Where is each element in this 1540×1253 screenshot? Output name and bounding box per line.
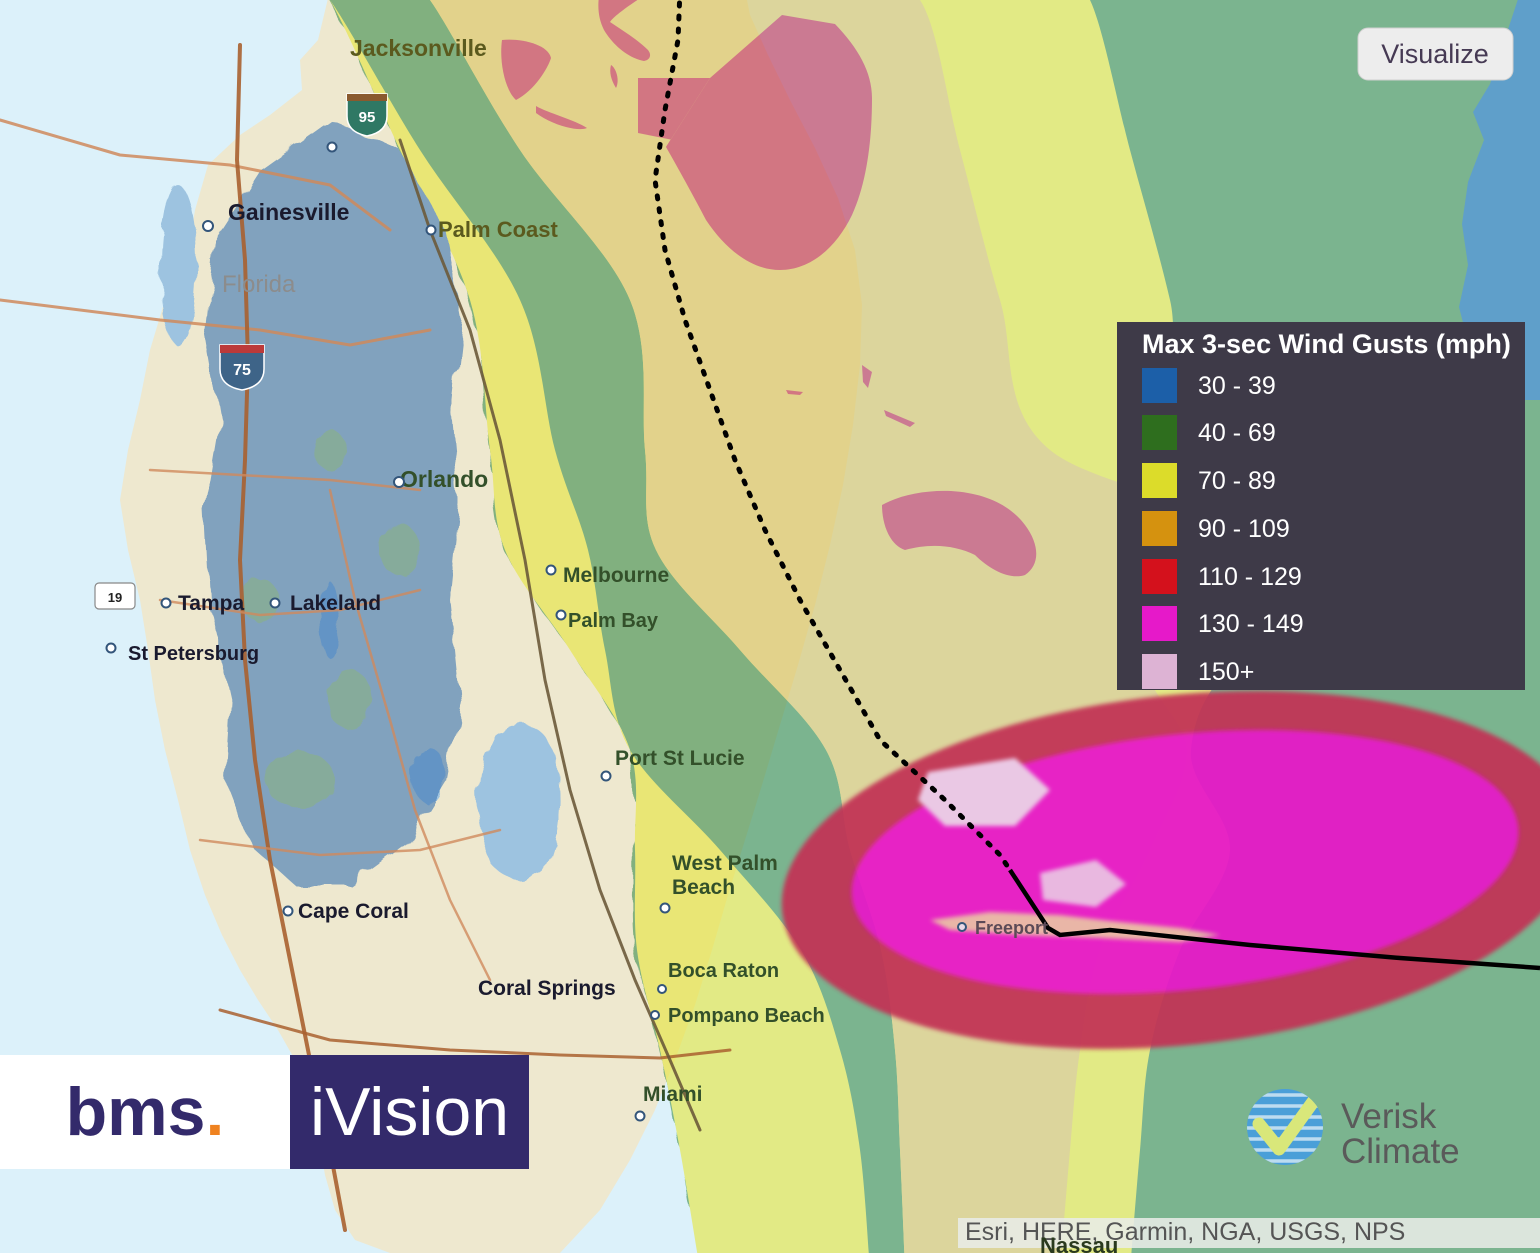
svg-text:Freeport: Freeport: [975, 918, 1048, 938]
svg-text:40 - 69: 40 - 69: [1198, 419, 1276, 447]
svg-text:150+: 150+: [1198, 658, 1254, 686]
svg-text:Cape Coral: Cape Coral: [298, 900, 409, 923]
svg-text:Palm Bay: Palm Bay: [568, 610, 659, 632]
svg-text:Visualize: Visualize: [1381, 39, 1489, 69]
svg-text:Gainesville: Gainesville: [228, 199, 349, 225]
svg-text:Coral Springs: Coral Springs: [478, 977, 616, 1000]
svg-text:Max 3-sec Wind Gusts (mph): Max 3-sec Wind Gusts (mph): [1142, 329, 1511, 359]
svg-text:Climate: Climate: [1341, 1132, 1460, 1171]
svg-text:Lakeland: Lakeland: [290, 592, 381, 615]
svg-text:Palm Coast: Palm Coast: [438, 217, 558, 242]
svg-text:St Petersburg: St Petersburg: [128, 643, 259, 665]
svg-text:Verisk: Verisk: [1341, 1097, 1437, 1136]
svg-text:West Palm: West Palm: [672, 852, 778, 875]
svg-text:Orlando: Orlando: [400, 466, 488, 492]
svg-text:Nassau: Nassau: [1040, 1233, 1118, 1253]
svg-text:Florida: Florida: [222, 271, 296, 298]
svg-text:Esri, HERE, Garmin, NGA, USGS,: Esri, HERE, Garmin, NGA, USGS, NPS: [965, 1218, 1405, 1246]
svg-text:Tampa: Tampa: [178, 592, 244, 615]
svg-text:110 - 129: 110 - 129: [1198, 563, 1302, 591]
svg-text:Beach: Beach: [672, 876, 735, 899]
svg-text:95: 95: [359, 109, 376, 126]
svg-text:Jacksonville: Jacksonville: [350, 35, 487, 61]
svg-text:Melbourne: Melbourne: [563, 564, 669, 587]
svg-text:Miami: Miami: [643, 1083, 703, 1106]
svg-text:30 - 39: 30 - 39: [1198, 372, 1276, 400]
svg-text:75: 75: [233, 362, 251, 379]
svg-text:Boca Raton: Boca Raton: [668, 960, 779, 982]
svg-text:70 - 89: 70 - 89: [1198, 467, 1276, 495]
svg-text:Pompano Beach: Pompano Beach: [668, 1005, 825, 1027]
svg-text:90 - 109: 90 - 109: [1198, 515, 1290, 543]
svg-text:Port St Lucie: Port St Lucie: [615, 747, 745, 770]
svg-text:19: 19: [108, 590, 122, 605]
svg-text:130 - 149: 130 - 149: [1198, 610, 1304, 638]
